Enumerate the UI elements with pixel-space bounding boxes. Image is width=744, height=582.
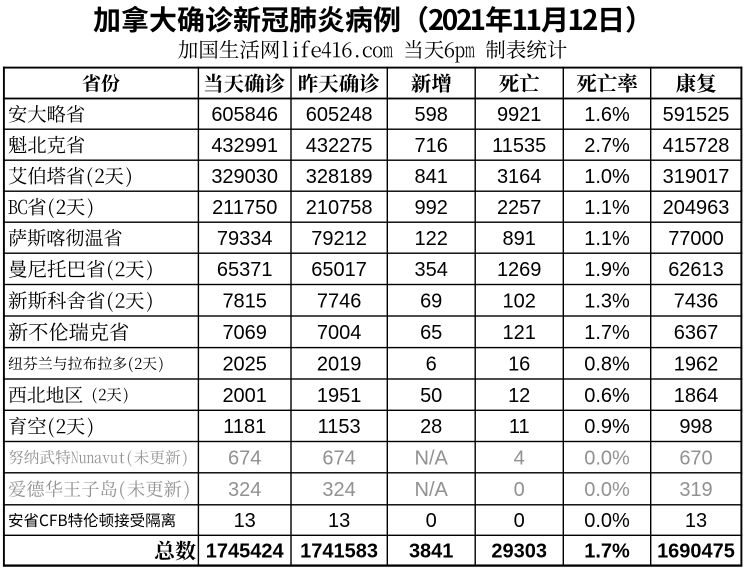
svg-text:605248: 605248 [306,104,373,126]
svg-text:598: 598 [415,104,448,126]
svg-text:N/A: N/A [415,447,449,469]
svg-text:11535: 11535 [492,135,546,157]
svg-text:591525: 591525 [663,104,730,126]
svg-text:122: 122 [415,228,448,250]
svg-text:1690475: 1690475 [657,541,735,563]
svg-text:7815: 7815 [222,290,267,312]
svg-text:670: 670 [679,447,712,469]
svg-text:6367: 6367 [674,322,719,344]
svg-text:674: 674 [228,447,261,469]
svg-text:2025: 2025 [222,354,267,376]
svg-text:9921: 9921 [497,104,542,126]
svg-text:12: 12 [508,385,530,407]
svg-text:432991: 432991 [211,135,278,157]
svg-text:1.6%: 1.6% [584,104,630,126]
svg-text:62613: 62613 [668,259,724,281]
svg-text:6: 6 [426,354,437,376]
svg-text:0.6%: 0.6% [584,385,630,407]
svg-text:0.0%: 0.0% [584,447,630,469]
svg-text:992: 992 [415,197,448,219]
svg-text:0: 0 [514,510,525,532]
svg-text:2257: 2257 [497,197,542,219]
svg-text:13: 13 [685,510,707,532]
svg-text:79334: 79334 [217,228,273,250]
svg-text:69: 69 [420,290,442,312]
svg-text:1745424: 1745424 [206,541,285,563]
svg-text:50: 50 [420,385,442,407]
svg-text:3841: 3841 [409,541,454,563]
svg-text:7746: 7746 [317,290,362,312]
svg-text:319017: 319017 [663,166,730,188]
svg-text:204963: 204963 [663,197,730,219]
svg-text:1.3%: 1.3% [584,290,630,312]
svg-text:11: 11 [509,416,530,438]
svg-text:121: 121 [503,322,536,344]
svg-text:329030: 329030 [211,166,278,188]
svg-text:210758: 210758 [306,197,373,219]
svg-text:0.0%: 0.0% [584,510,630,532]
svg-text:415728: 415728 [663,135,730,157]
svg-text:2.7%: 2.7% [584,135,630,157]
svg-text:77000: 77000 [668,228,724,250]
svg-text:65: 65 [420,322,442,344]
svg-text:7004: 7004 [317,322,362,344]
svg-text:16: 16 [508,354,530,376]
svg-text:7069: 7069 [222,322,267,344]
svg-text:0.9%: 0.9% [584,416,630,438]
svg-text:324: 324 [322,479,355,501]
svg-text:354: 354 [415,259,448,281]
svg-text:0: 0 [426,510,437,532]
svg-text:841: 841 [415,166,448,188]
svg-text:891: 891 [503,228,536,250]
svg-text:998: 998 [679,416,712,438]
svg-text:1741583: 1741583 [300,541,378,563]
svg-text:2001: 2001 [222,385,267,407]
svg-text:65017: 65017 [311,259,367,281]
svg-text:0: 0 [514,479,525,501]
svg-text:1962: 1962 [674,354,719,376]
svg-text:319: 319 [679,479,712,501]
svg-text:2019: 2019 [317,354,362,376]
svg-text:324: 324 [228,479,261,501]
svg-text:1.1%: 1.1% [584,197,630,219]
svg-text:29303: 29303 [491,541,547,563]
svg-text:7436: 7436 [674,290,719,312]
svg-text:1.1%: 1.1% [584,228,630,250]
svg-text:432275: 432275 [306,135,373,157]
svg-text:211750: 211750 [212,197,277,219]
svg-text:1951: 1951 [317,385,362,407]
svg-text:1864: 1864 [674,385,719,407]
svg-text:605846: 605846 [211,104,278,126]
svg-text:79212: 79212 [311,228,367,250]
svg-text:N/A: N/A [415,479,449,501]
svg-text:674: 674 [322,447,355,469]
svg-text:28: 28 [420,416,442,438]
svg-text:0.0%: 0.0% [584,479,630,501]
svg-text:65371: 65371 [217,259,273,281]
svg-text:1269: 1269 [497,259,542,281]
svg-text:4: 4 [514,447,525,469]
svg-text:1.0%: 1.0% [584,166,630,188]
svg-text:13: 13 [234,510,256,532]
svg-text:716: 716 [415,135,448,157]
svg-text:13: 13 [328,510,350,532]
svg-text:1.9%: 1.9% [584,259,630,281]
svg-text:1.7%: 1.7% [584,322,630,344]
svg-text:1153: 1153 [318,416,361,438]
svg-text:1.7%: 1.7% [584,541,630,563]
svg-text:328189: 328189 [306,166,373,188]
svg-text:1181: 1181 [223,416,266,438]
svg-text:102: 102 [503,290,536,312]
svg-text:0.8%: 0.8% [584,354,630,376]
svg-text:3164: 3164 [497,166,542,188]
